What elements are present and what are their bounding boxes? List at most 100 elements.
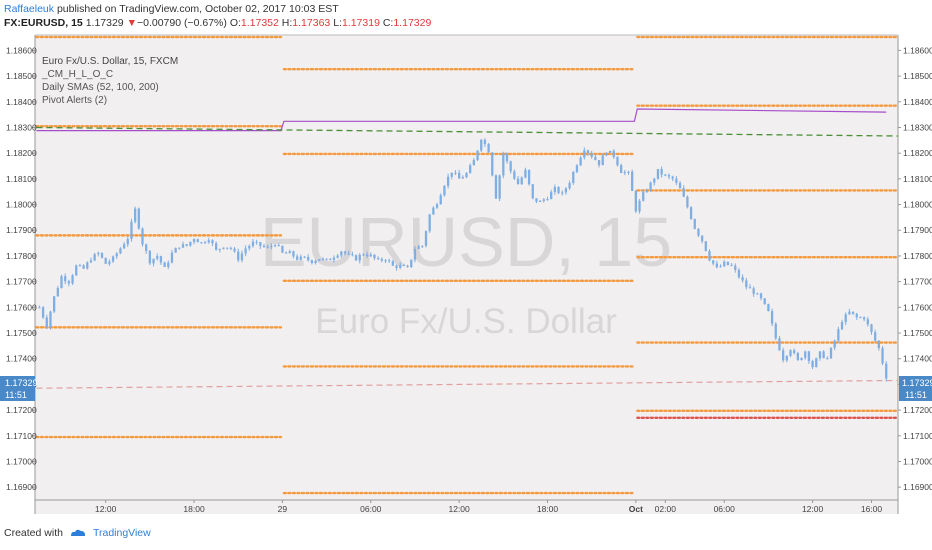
candle-body [623,172,626,174]
candle-body [237,251,240,261]
candle-body [608,150,612,153]
candle-body [64,276,67,282]
time-tick-label: 29 [278,504,288,514]
candle-body [351,254,354,256]
legend-title: Euro Fx/U.S. Dollar, 15, FXCM [42,56,178,67]
time-axis: 12:00 18:00 29 06:00 12:00 18:00 Oct 02:00 06:00… [95,500,882,514]
candle-body [53,296,56,312]
candle-body [524,169,527,178]
candle-body [513,171,516,179]
candle-body [480,139,483,151]
price-tick-label-right: 1.17100 [903,431,932,441]
candle-body [141,228,144,245]
candle-body [656,169,660,179]
candle-body [483,139,487,145]
candle-body [450,172,453,177]
candle-body [697,228,700,236]
tradingview-cloud-icon [70,529,85,536]
candle-body [664,174,667,176]
time-tick-label: 16:00 [861,504,883,514]
candle-body [421,245,424,247]
legend-item-pivot-alerts[interactable]: Pivot Alerts (2) [42,95,107,106]
candle-body [189,241,192,246]
price-tick-label-right: 1.17600 [903,302,932,312]
plot-area[interactable] [35,35,898,514]
candle-body [638,200,641,212]
candle-body [491,152,494,176]
symbol-label[interactable]: FX:EURUSD, 15 [4,17,83,29]
candle-body [494,175,498,199]
candle-body [793,350,796,353]
candle-body [719,266,722,268]
candle-body [303,256,306,258]
candle-body [712,260,715,264]
candle-body [538,200,542,202]
candle-body [520,177,523,185]
candle-body [693,219,696,229]
candle-body [100,252,104,258]
candle-body [380,258,383,261]
candle-body [49,311,52,328]
candle-body [748,287,752,289]
candle-body [682,188,685,197]
candle-body [413,248,417,260]
indicator-legend: Euro Fx/U.S. Dollar, 15, FXCM _CM_H_L_O_… [41,56,178,106]
candle-body [472,160,476,166]
legend-item-cm-hloc[interactable]: _CM_H_L_O_C [41,69,113,80]
candle-body [616,157,619,166]
legend-item-daily-smas[interactable]: Daily SMAs (52, 100, 200) [42,82,159,93]
candle-body [325,258,328,260]
candle-body [45,317,48,328]
candle-body [862,317,866,320]
candle-body [859,317,862,319]
candle-body [487,144,490,153]
time-tick-label: 12:00 [448,504,470,514]
author-link[interactable]: Raffaeleuk [4,3,55,15]
publish-line: Raffaeleuk published on TradingView.com,… [4,2,924,16]
candle-body [159,256,163,263]
candle-body [583,150,586,158]
candle-body [295,256,299,260]
tradingview-brand-link[interactable]: TradingView [92,527,151,539]
candle-body [531,184,534,199]
candle-body [354,255,358,261]
candle-body [340,251,343,256]
candle-body [174,247,177,253]
candle-body [885,363,888,379]
last-price: 1.17329 [85,17,124,29]
candle-body [115,253,118,257]
candle-body [476,150,479,161]
candle-body [417,246,420,249]
candle-body [704,241,707,252]
candle-body [726,261,730,266]
candle-body [56,287,59,297]
candle-body [653,178,656,183]
candle-body [329,259,332,261]
candle-body [505,153,509,162]
price-tick-label-right: 1.17900 [903,225,932,235]
price-tick-label-left: 1.18500 [6,71,37,81]
price-tick-label-right: 1.18400 [903,97,932,107]
candle-body [770,311,774,324]
price-tick-label-right: 1.17400 [903,354,932,364]
candle-body [811,360,814,368]
candle-body [627,171,630,173]
candle-body [542,199,545,201]
candle-body [807,351,811,361]
right-price-tag-price: 1.17329 [902,378,932,388]
candle-body [362,254,365,256]
candle-body [649,182,652,191]
candle-body [877,340,880,349]
open-value: 1.17352 [240,17,279,29]
candle-body [675,178,678,183]
candle-body [454,172,457,174]
candle-body [789,350,792,356]
candle-body [822,351,825,359]
candle-body [60,276,63,288]
price-tick-label-right: 1.16900 [903,482,932,492]
candle-body [402,265,406,267]
candle-body [550,192,553,200]
candle-body [288,251,291,254]
candle-body [601,155,604,166]
